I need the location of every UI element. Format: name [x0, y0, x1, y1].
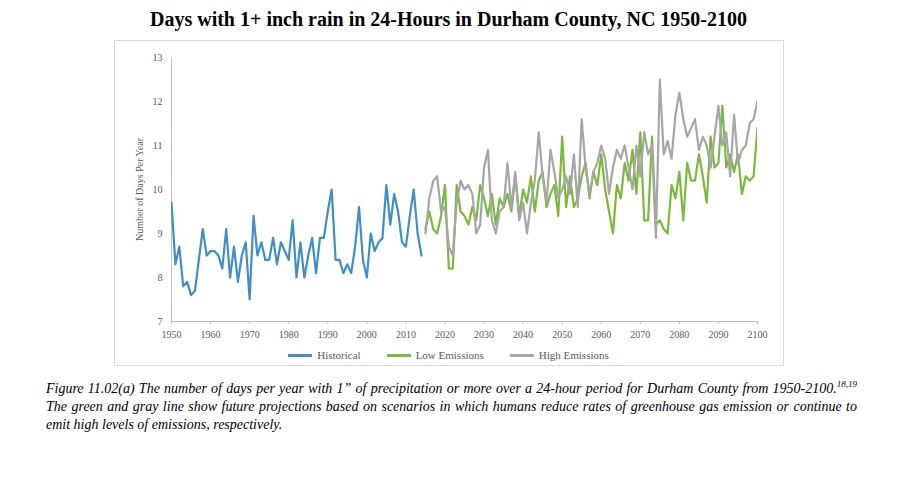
svg-text:2100: 2100: [747, 329, 767, 340]
html-text:Days with 1+ inch rain in 24-H: Days with 1+ inch rain in 24-Hours in Du…: [150, 8, 747, 30]
svg-text:1990: 1990: [317, 329, 337, 340]
svg-text:2070: 2070: [630, 329, 650, 340]
html-text:Low Emissions: Low Emissions: [415, 349, 484, 361]
svg-text:2000: 2000: [356, 329, 376, 340]
svg-text:2080: 2080: [669, 329, 689, 340]
html-text:High Emissions: High Emissions: [538, 349, 609, 361]
svg-text:2030: 2030: [474, 329, 494, 340]
svg-text:2050: 2050: [552, 329, 572, 340]
html-text:Figure 11.02(a) The number of: Figure 11.02(a) The number of days per y…: [46, 379, 857, 396]
svg-text:2040: 2040: [513, 329, 533, 340]
svg-text:1960: 1960: [200, 329, 220, 340]
svg-text:2090: 2090: [708, 329, 728, 340]
svg-text:13: 13: [152, 52, 162, 63]
html-text:The green and gray line show f: The green and gray line show future proj…: [46, 399, 857, 432]
svg-text:2020: 2020: [434, 329, 454, 340]
svg-text:1980: 1980: [278, 329, 298, 340]
svg-text:7: 7: [157, 316, 162, 327]
html-text:Historical: Historical: [317, 349, 361, 361]
svg-text:8: 8: [157, 272, 162, 283]
svg-text:9: 9: [157, 228, 162, 239]
svg-text:12: 12: [152, 96, 162, 107]
svg-text:11: 11: [152, 140, 162, 151]
svg-text:1970: 1970: [239, 329, 259, 340]
svg-text:2010: 2010: [395, 329, 415, 340]
svg-text:2060: 2060: [591, 329, 611, 340]
svg-text:Number of Days Per Year: Number of Days Per Year: [133, 137, 144, 241]
svg-text:1950: 1950: [161, 329, 181, 340]
svg-text:10: 10: [152, 184, 162, 195]
